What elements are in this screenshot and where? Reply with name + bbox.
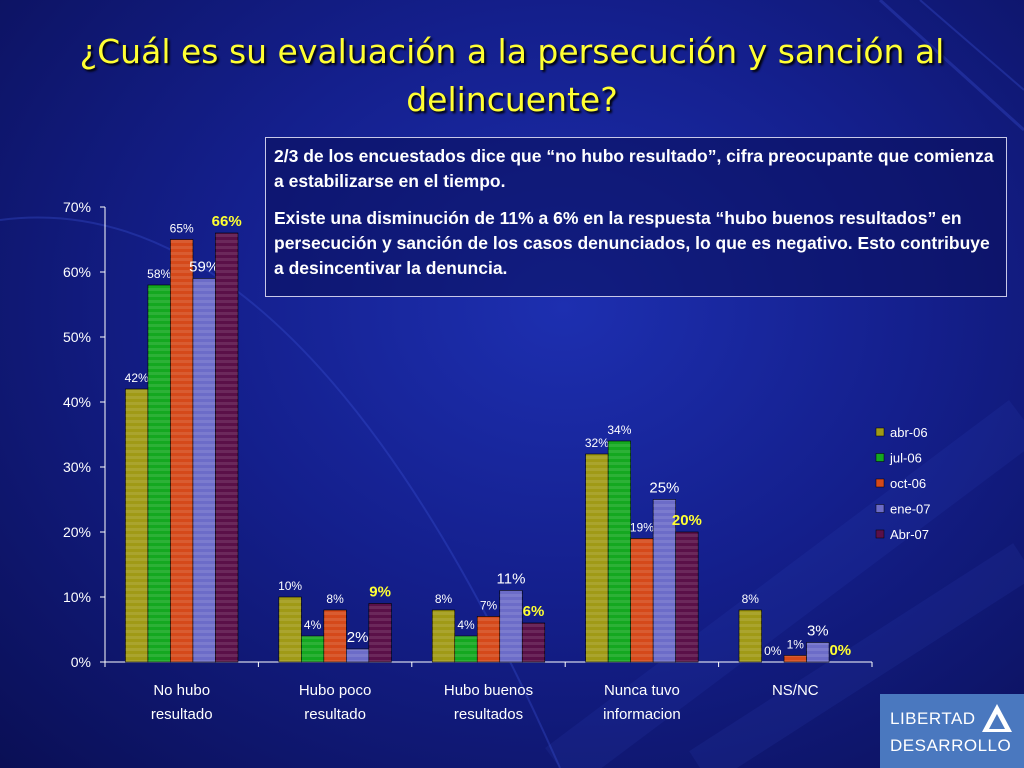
y-tick-label: 20% (63, 524, 91, 540)
data-label: 10% (278, 579, 302, 593)
legend-swatch-abr-06 (875, 427, 885, 437)
bar-texture (499, 590, 523, 662)
bar-texture (125, 389, 148, 662)
legend-swatch-ene-07 (875, 504, 885, 513)
x-category-label: Nunca tuvo (604, 682, 680, 699)
bar-texture (215, 233, 238, 662)
data-label: 1% (787, 638, 805, 652)
bar-texture (630, 538, 654, 662)
bar-texture (346, 649, 369, 662)
data-label: 66% (212, 213, 242, 230)
bar-texture (278, 597, 302, 662)
data-label: 0% (829, 642, 851, 659)
data-label: 20% (672, 512, 702, 529)
y-tick-label: 30% (63, 459, 91, 475)
data-label: 9% (369, 584, 391, 601)
slide-title: ¿Cuál es su evaluación a la persecución … (79, 32, 945, 119)
legend-label: ene-07 (890, 502, 930, 517)
data-label: 32% (585, 436, 609, 450)
legend-label: abr-06 (890, 425, 928, 440)
data-label: 58% (147, 267, 171, 281)
data-label: 19% (630, 521, 654, 535)
bar-texture (477, 616, 500, 662)
data-label: 0% (764, 644, 782, 658)
bar-texture (522, 623, 545, 662)
bar-texture (675, 532, 699, 662)
x-category-label: Hubo poco (299, 682, 372, 699)
x-category-label: Hubo buenos (444, 682, 533, 699)
legend-label: jul-06 (889, 451, 922, 466)
bar-texture (192, 278, 216, 662)
y-tick-label: 10% (63, 589, 91, 605)
logo-triangle-icon (982, 704, 1012, 732)
x-category-label: resultado (151, 706, 213, 723)
data-label: 4% (304, 618, 322, 632)
logo-line-1: LIBERTAD (890, 709, 976, 728)
x-category-label: resultado (304, 706, 366, 723)
y-tick-label: 40% (63, 394, 91, 410)
data-label: 65% (170, 222, 194, 236)
bar-chart: 0% 10% 20% 30% 40% 50% 60% 70% 42% 58% 65% 59% 66% No… (63, 199, 931, 723)
bar-texture (806, 642, 830, 662)
bar-texture (784, 655, 807, 662)
y-tick-label: 0% (71, 654, 91, 670)
data-label: 6% (523, 603, 545, 620)
x-category-label: informacion (603, 706, 681, 723)
bar-texture (301, 636, 324, 662)
bar-texture (323, 610, 347, 662)
data-label: 25% (649, 480, 679, 497)
bar-texture (739, 610, 762, 662)
x-category-label: No hubo (153, 682, 210, 699)
summary-textbox: 2/3 de los encuestados dice que “no hubo… (265, 137, 1007, 297)
data-label: 3% (807, 623, 829, 640)
bar-texture (432, 610, 455, 662)
data-label: 7% (480, 599, 498, 613)
data-label: 8% (326, 592, 344, 606)
x-category-label: NS/NC (772, 682, 819, 699)
logo-line-2: DESARROLLO (890, 736, 1012, 755)
summary-paragraph-1: 2/3 de los encuestados dice que “no hubo… (274, 146, 994, 191)
data-label: 4% (457, 618, 475, 632)
bar-texture (454, 636, 478, 662)
data-label: 2% (347, 629, 369, 646)
bar-texture (368, 603, 392, 662)
data-label: 42% (125, 371, 149, 385)
y-tick-label: 50% (63, 329, 91, 345)
y-tick-label: 70% (63, 199, 91, 215)
data-label: 8% (742, 592, 760, 606)
legend-label: oct-06 (890, 476, 926, 491)
summary-paragraph-2: Existe una disminución de 11% a 6% en la… (274, 208, 990, 278)
legend-label: Abr-07 (890, 527, 929, 542)
data-label: 8% (435, 592, 453, 606)
legend-swatch-oct-06 (875, 478, 885, 488)
bar-texture (147, 285, 171, 662)
data-label: 34% (607, 423, 631, 437)
bar-texture (170, 239, 193, 662)
legend-swatch-Abr-07 (875, 529, 885, 539)
data-label: 11% (497, 571, 526, 588)
bar-texture (608, 441, 631, 662)
x-category-label: resultados (454, 706, 523, 723)
libertad-desarrollo-logo: LIBERTAD DESARROLLO (880, 694, 1024, 768)
bar-texture (653, 499, 676, 662)
legend-swatch-jul-06 (875, 453, 885, 462)
bar-texture (585, 454, 609, 662)
data-label: 59% (189, 259, 219, 276)
y-tick-label: 60% (63, 264, 91, 280)
